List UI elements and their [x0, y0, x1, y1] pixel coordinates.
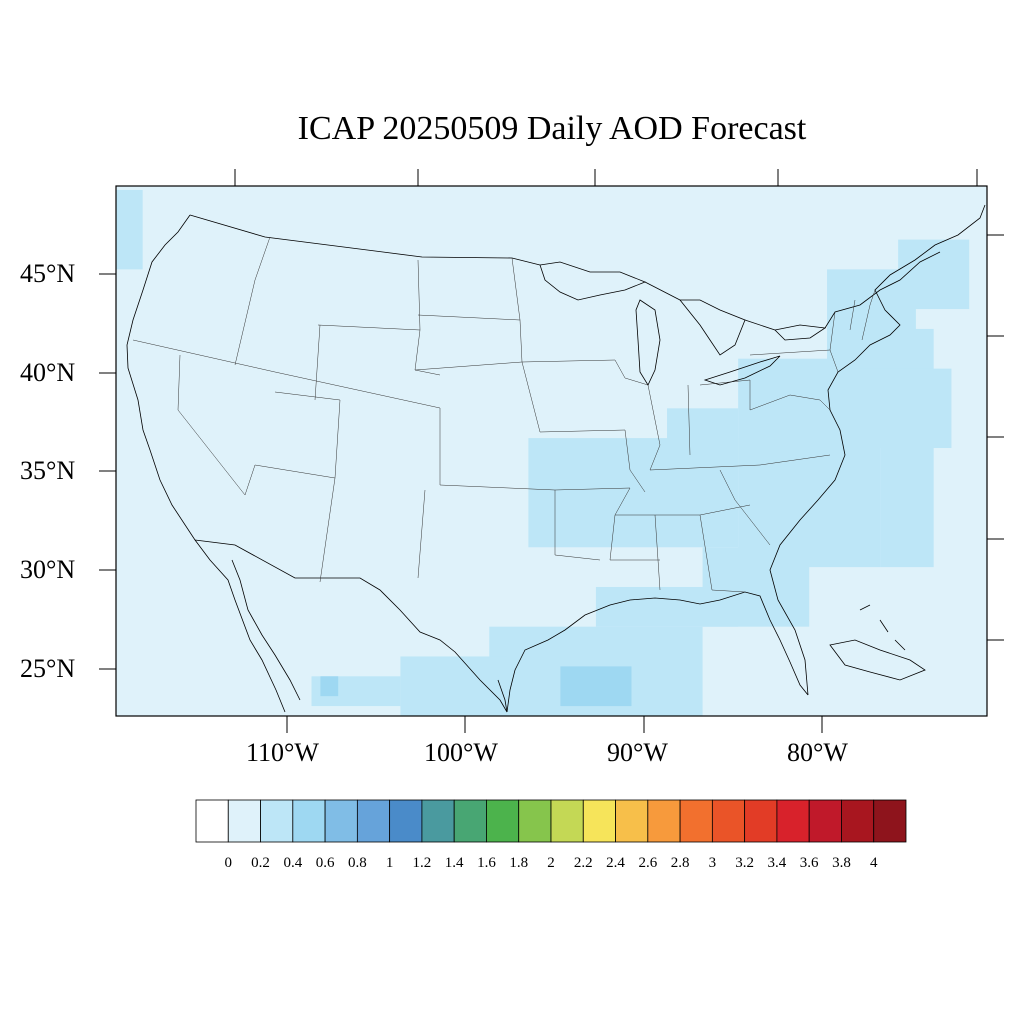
us-mexico-border — [194, 539, 508, 713]
colorbar-box-0 — [195, 799, 229, 843]
colorbar-label: 3.6 — [799, 855, 819, 871]
gulf-coastline — [506, 591, 809, 713]
colorbar-label: 3.4 — [767, 855, 787, 871]
lat-label-30: 30°N — [20, 555, 76, 584]
colorbar-label: 0.8 — [347, 855, 367, 871]
lake-ontario — [774, 324, 827, 341]
colorbar-label: 2 — [547, 855, 555, 871]
east-coastline — [769, 204, 986, 696]
colorbar-box-10 — [518, 799, 552, 843]
lon-label-110: 110°W — [246, 738, 319, 767]
lon-label-80: 80°W — [787, 738, 848, 767]
colorbar-box-21 — [873, 799, 907, 843]
lat-label-45: 45°N — [20, 259, 76, 288]
colorbar-box-3 — [292, 799, 326, 843]
mexico-gulf-coast — [497, 679, 508, 713]
colorbar-label: 3 — [708, 855, 717, 871]
colorbar-label: 1.6 — [477, 855, 496, 871]
colorbar-label: 0 — [224, 855, 233, 871]
colorbar-label: 3.8 — [832, 855, 851, 871]
aod-region-9 — [595, 586, 739, 627]
colorbar-box-14 — [647, 799, 681, 843]
colorbar-box-2 — [260, 799, 294, 843]
colorbar-label: 0.4 — [283, 855, 303, 871]
colorbar-box-18 — [776, 799, 810, 843]
lake-superior — [539, 261, 647, 301]
axis-ticks — [99, 169, 1004, 733]
colorbar-label: 0.2 — [251, 855, 270, 871]
colorbar-box-11 — [550, 799, 584, 843]
lat-label-35: 35°N — [20, 456, 76, 485]
colorbar-label: 4 — [869, 855, 878, 871]
colorbar-label: 0.6 — [315, 855, 335, 871]
colorbar-box-6 — [389, 799, 423, 843]
aod-region-11 — [400, 656, 508, 716]
colorbar-label: 2.8 — [670, 855, 690, 871]
colorbar — [195, 799, 907, 843]
colorbar-box-17 — [744, 799, 778, 843]
aod-region-5 — [898, 239, 970, 310]
cuba-coast — [829, 639, 926, 681]
map-frame — [115, 185, 988, 717]
colorbar-label: 1 — [385, 855, 394, 871]
lake-huron — [679, 299, 746, 356]
colorbar-box-5 — [356, 799, 391, 843]
lat-label-25: 25°N — [20, 654, 76, 683]
colorbar-label: 1.8 — [509, 855, 529, 871]
aod-region-7 — [844, 368, 952, 449]
colorbar-label: 3.2 — [735, 855, 754, 871]
colorbar-box-7 — [421, 799, 455, 843]
colorbar-box-12 — [582, 799, 616, 843]
colorbar-box-15 — [679, 799, 713, 843]
colorbar-box-1 — [227, 799, 261, 843]
colorbar-box-16 — [711, 799, 746, 843]
west-coastline — [126, 214, 286, 713]
colorbar-label: 2.2 — [573, 855, 593, 871]
aod-region-14 — [560, 666, 632, 707]
lat-label-40: 40°N — [20, 358, 76, 387]
aod-region-1 — [667, 408, 739, 468]
bahamas — [859, 604, 906, 651]
colorbar-box-4 — [324, 799, 358, 843]
colorbar-box-13 — [615, 799, 649, 843]
colorbar-box-20 — [841, 799, 875, 843]
gulf-california-coast — [231, 559, 301, 701]
canada-border — [189, 214, 941, 331]
colorbar-box-8 — [453, 799, 487, 843]
aod-field — [116, 186, 987, 716]
colorbar-label: 2.6 — [638, 855, 658, 871]
colorbar-label: 1.4 — [444, 855, 464, 871]
coastlines-and-state-borders — [126, 204, 986, 713]
lon-label-100: 100°W — [424, 738, 498, 767]
colorbar-box-9 — [486, 799, 520, 843]
lon-label-90: 90°W — [607, 738, 668, 767]
map-title: ICAP 20250509 Daily AOD Forecast — [297, 110, 807, 147]
colorbar-label: 2.4 — [606, 855, 625, 871]
colorbar-box-19 — [808, 799, 842, 843]
colorbar-label: 1.2 — [412, 855, 432, 871]
aod-region-15 — [320, 676, 339, 697]
aod-region-13 — [116, 189, 143, 270]
lake-erie — [703, 355, 781, 386]
state-borders — [132, 236, 876, 593]
